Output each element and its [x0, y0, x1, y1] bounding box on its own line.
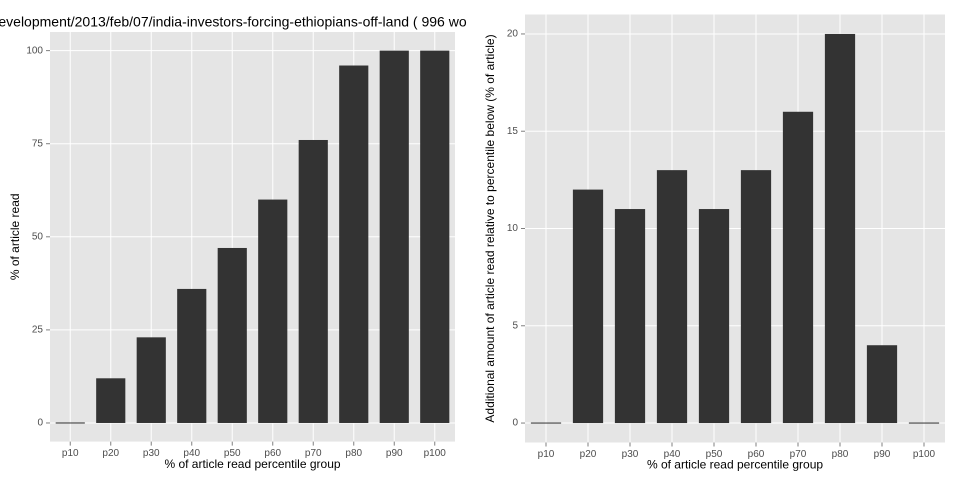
bar	[656, 170, 688, 424]
y-axis-label: % of article read	[8, 193, 22, 280]
x-tick-label: p70	[305, 448, 322, 459]
x-axis-label: % of article read percentile group	[164, 457, 340, 471]
y-tick-label: 20	[507, 29, 519, 40]
bar	[217, 247, 247, 423]
x-tick-label: p20	[580, 449, 597, 460]
x-tick-label: p10	[62, 448, 79, 459]
y-tick-label: 75	[32, 138, 44, 149]
bar	[614, 209, 646, 424]
y-tick-label: 25	[32, 325, 44, 336]
bar	[908, 422, 940, 424]
bar	[298, 139, 328, 423]
bar	[420, 50, 450, 423]
bar	[572, 189, 604, 424]
x-tick-label: p10	[538, 449, 555, 460]
x-tick-label: p60	[264, 448, 281, 459]
x-tick-label: p50	[224, 448, 241, 459]
x-tick-label: p80	[832, 449, 849, 460]
y-tick-label: 15	[507, 126, 519, 137]
x-tick-label: p40	[183, 448, 200, 459]
y-tick-label: 0	[512, 418, 518, 429]
bar	[698, 209, 730, 424]
bar	[96, 378, 126, 423]
bar	[530, 422, 562, 424]
bar	[177, 288, 207, 423]
x-tick-label: p30	[143, 448, 160, 459]
x-tick-label: p60	[748, 449, 765, 460]
bar	[824, 33, 856, 424]
bar	[136, 337, 166, 423]
y-tick-label: 0	[37, 418, 43, 429]
x-tick-label: p20	[102, 448, 119, 459]
bar	[339, 65, 369, 423]
bar	[782, 111, 814, 424]
x-tick-label: p40	[664, 449, 681, 460]
y-tick-label: 50	[32, 231, 44, 242]
x-tick-label: p80	[345, 448, 362, 459]
bar	[55, 422, 85, 424]
bar	[258, 199, 288, 423]
bar	[379, 50, 409, 423]
x-axis-label: % of article read percentile group	[647, 458, 823, 472]
y-tick-label: 100	[26, 45, 43, 56]
x-tick-label: p100	[424, 448, 447, 459]
x-tick-label: p70	[790, 449, 807, 460]
x-tick-label: p90	[386, 448, 403, 459]
x-tick-label: p30	[622, 449, 639, 460]
bar	[866, 345, 898, 424]
y-tick-label: 5	[512, 320, 518, 331]
chart-title: evelopment/2013/feb/07/india-investors-f…	[0, 14, 467, 30]
y-tick-label: 10	[507, 223, 519, 234]
x-tick-label: p90	[874, 449, 891, 460]
bar	[740, 170, 772, 424]
x-tick-label: p100	[913, 449, 936, 460]
y-axis-label: Additional amount of article read relati…	[483, 34, 497, 422]
x-tick-label: p50	[706, 449, 723, 460]
